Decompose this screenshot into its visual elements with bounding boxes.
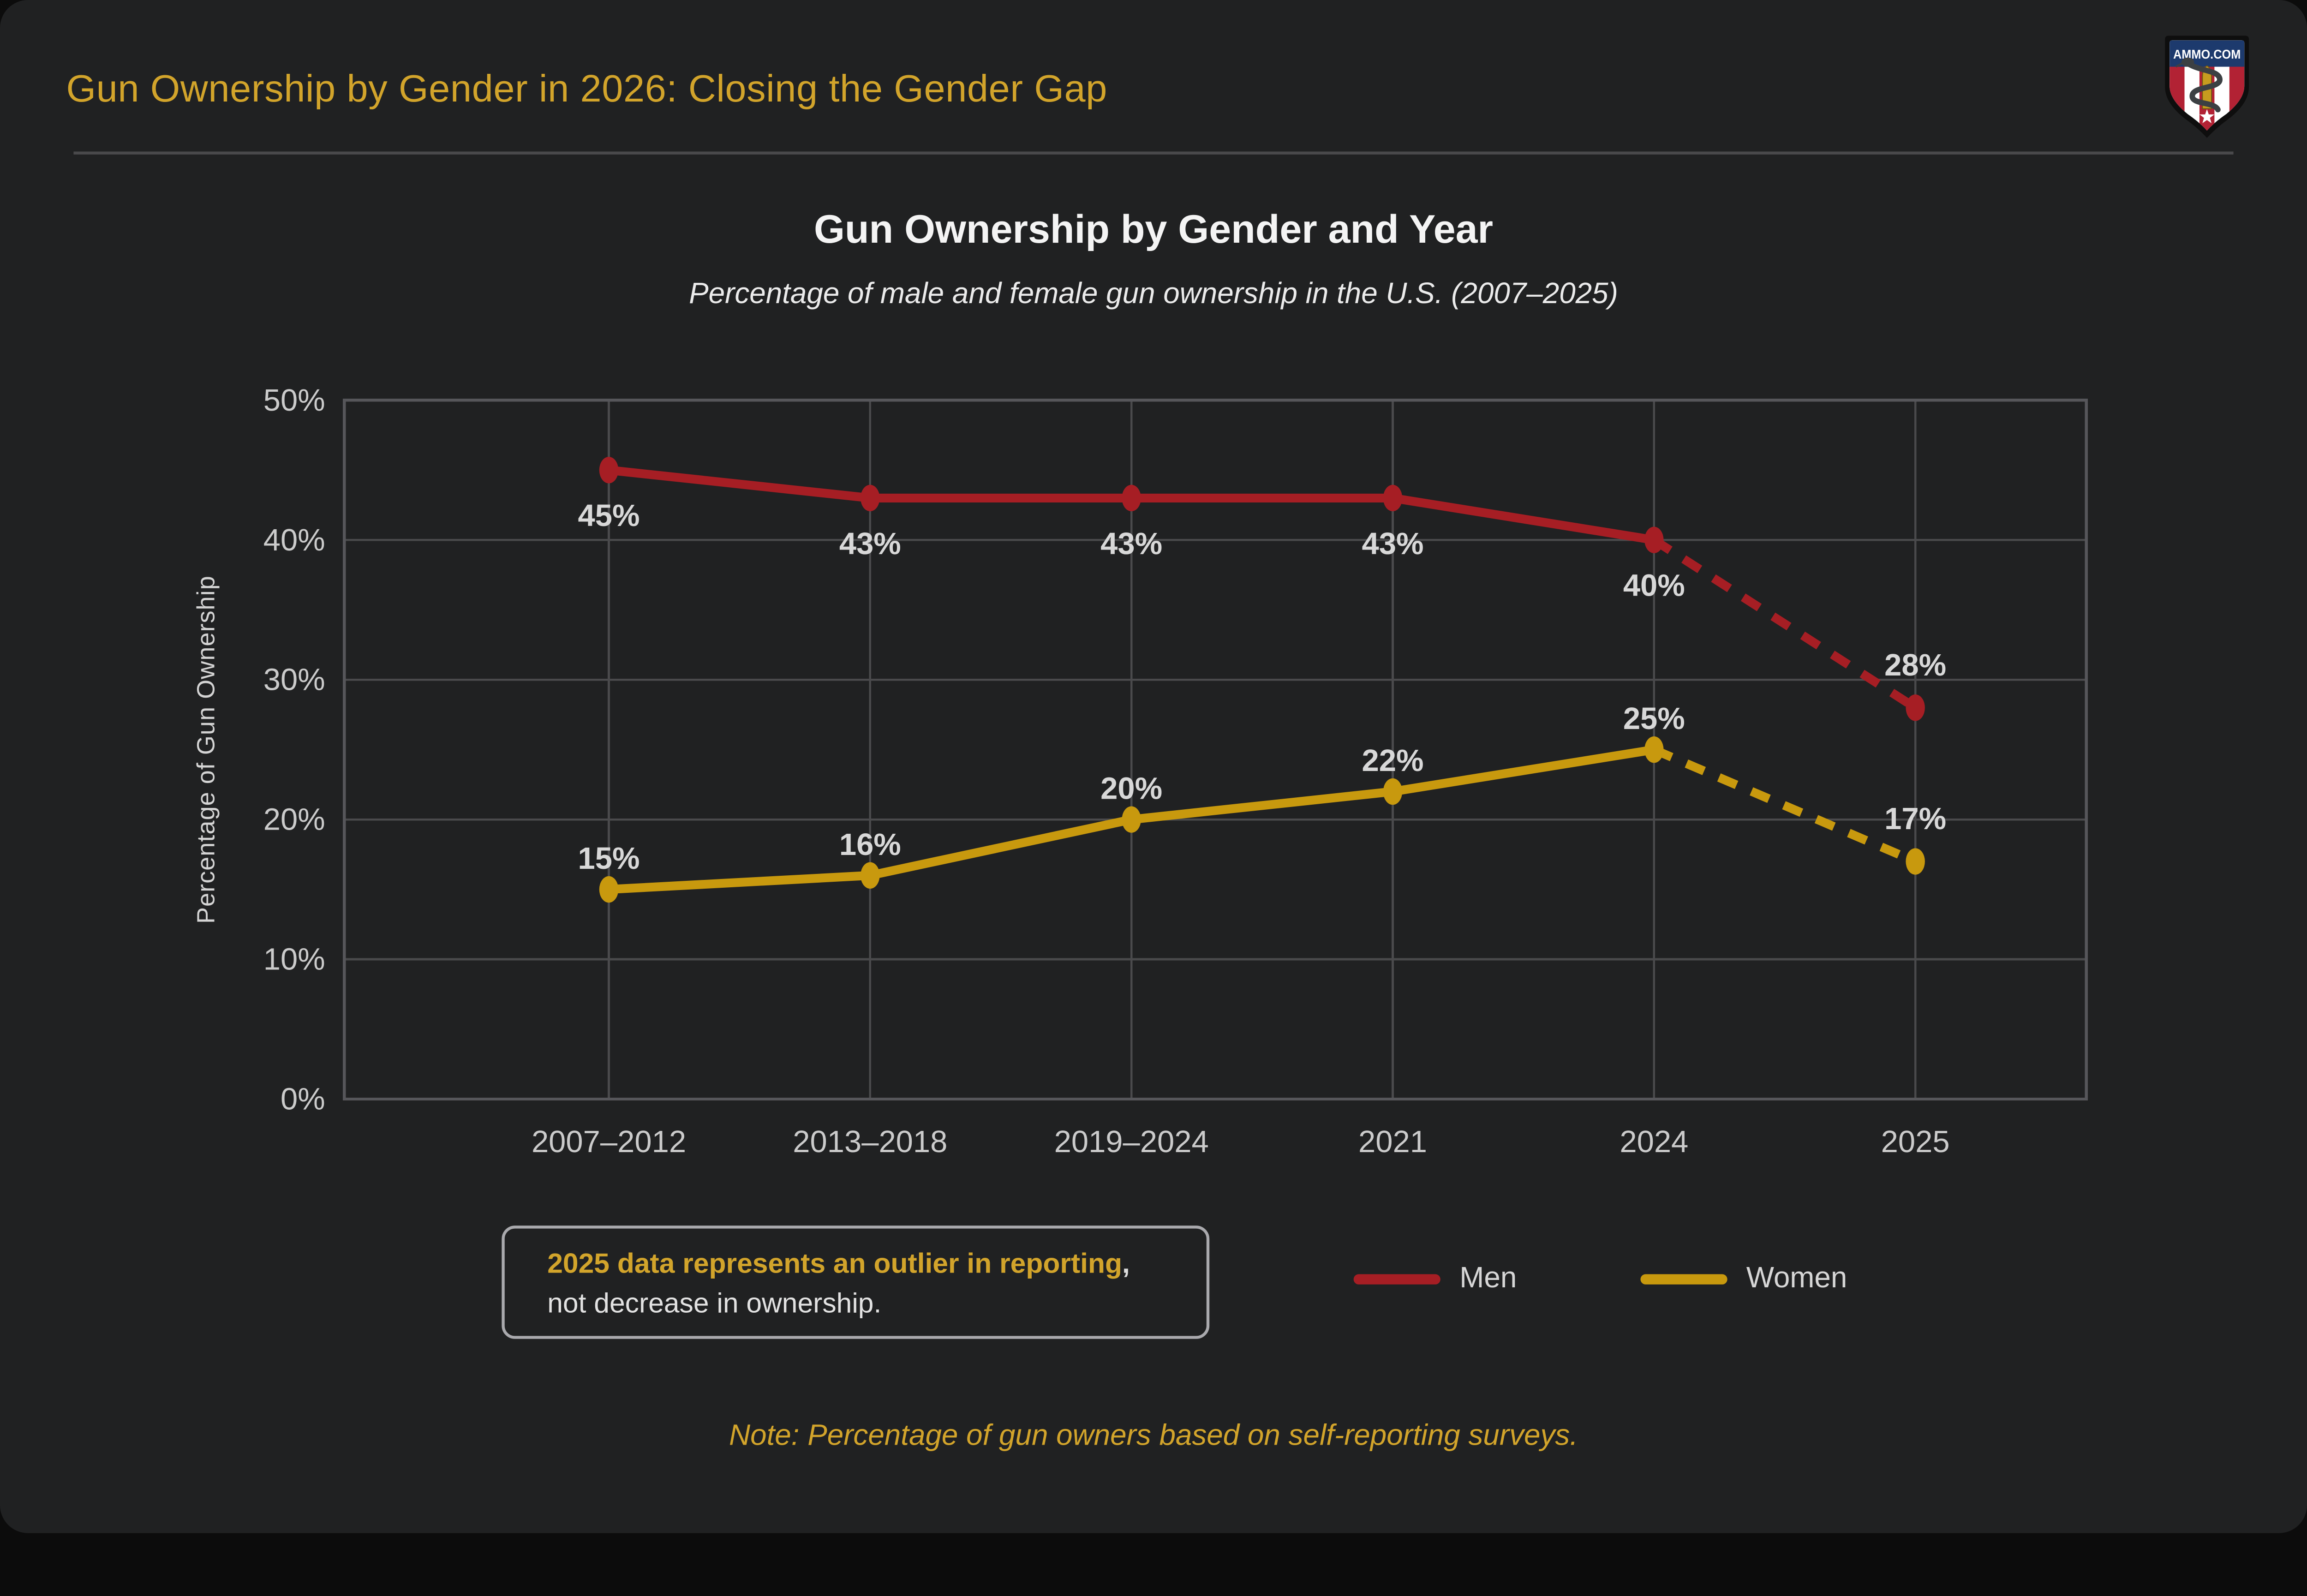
women-data-label: 22% [1362,743,1423,778]
x-tick-label: 2024 [1620,1124,1688,1159]
legend-label: Men [1459,1262,1517,1295]
men-data-label: 45% [578,498,640,533]
men-data-label: 40% [1623,568,1685,603]
page-title: Gun Ownership by Gender in 2026: Closing… [66,66,1108,111]
women-point-marker [1906,848,1925,875]
infographic-card: Gun Ownership by Gender in 2026: Closing… [0,0,2307,1533]
women-line-swatch-icon [1640,1274,1727,1285]
chart-title: Gun Ownership by Gender and Year [813,207,1494,252]
x-tick-label: 2013–2018 [793,1124,947,1159]
footer-note: Note: Percentage of gun owners based on … [729,1420,1578,1453]
y-tick-label: 20% [263,802,325,837]
women-data-label: 16% [839,827,901,862]
y-tick-label: 10% [263,942,325,977]
women-point-marker [1644,736,1664,763]
y-axis-title: Percentage of Gun Ownership [192,575,220,924]
legend-label: Women [1746,1262,1847,1295]
men-data-label: 43% [1362,526,1423,561]
women-point-marker [861,862,880,889]
chart-subtitle: Percentage of male and female gun owners… [689,278,1618,311]
men-point-marker [1644,526,1664,553]
women-data-label: 20% [1100,771,1162,806]
y-tick-label: 0% [281,1082,325,1117]
women-point-marker [1383,778,1403,805]
women-data-label: 15% [578,841,640,876]
men-point-marker [861,484,880,512]
note-box-separator: , [1122,1249,1130,1280]
y-tick-label: 50% [263,383,325,418]
x-tick-label: 2021 [1358,1124,1427,1159]
x-tick-label: 2025 [1881,1124,1950,1159]
women-data-label: 17% [1884,801,1946,836]
x-tick-label: 2019–2024 [1054,1124,1209,1159]
men-data-label: 43% [1100,526,1162,561]
men-point-marker [599,457,619,484]
y-tick-label: 40% [263,523,325,557]
men-point-marker [1906,694,1925,721]
x-tick-label: 2007–2012 [532,1124,686,1159]
women-point-marker [1122,806,1141,833]
men-point-marker [1383,484,1403,512]
y-tick-label: 30% [263,663,325,697]
legend-item-women: Women [1640,1262,1847,1296]
men-point-marker [1122,484,1141,512]
men-line-dashed [1651,536,1918,711]
note-box-line2: not decrease in ownership. [547,1289,882,1320]
header-divider [73,151,2234,155]
men-data-label: 28% [1884,648,1946,682]
note-box: 2025 data represents an outlier in repor… [502,1225,1210,1339]
men-line-swatch-icon [1353,1274,1440,1285]
women-line-dashed [1652,745,1917,866]
star-icon [2199,109,2215,123]
women-point-marker [599,876,619,903]
plot-border [342,399,2088,1101]
note-box-highlight: 2025 data represents an outlier in repor… [547,1249,1122,1280]
snake-icon [2186,61,2223,113]
women-data-label: 25% [1623,701,1685,736]
ammo-logo: AMMO.COM [2165,36,2249,138]
gun-ownership-line-chart: 0% 10% 20% 30% 40% 50% 2007–2012 2013–2018 2019–… [192,383,2088,1159]
snake-tongue-icon [2175,62,2183,68]
snake-head-icon [2181,57,2194,67]
legend-item-men: Men [1353,1262,1517,1296]
men-data-label: 43% [839,526,901,561]
chart-legend: Men Women [1353,1262,1847,1296]
note-box-line1: 2025 data represents an outlier in repor… [547,1245,1177,1285]
